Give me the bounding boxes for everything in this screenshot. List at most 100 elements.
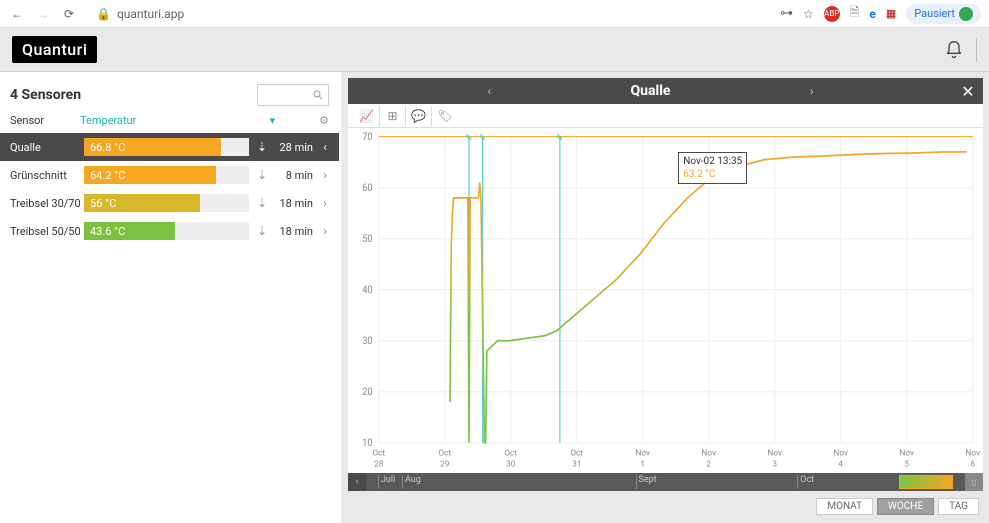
svg-text:Oct: Oct: [504, 449, 517, 459]
svg-text:28: 28: [374, 459, 383, 469]
tb-tag-icon[interactable]: 🏷: [432, 106, 458, 126]
nav-back[interactable]: ←: [8, 5, 26, 23]
chevron-right-icon: ›: [317, 168, 333, 182]
ext-pdf-icon[interactable]: ▦: [886, 7, 896, 20]
wifi-icon: ⇣: [257, 196, 271, 210]
sensor-time: 8 min: [275, 169, 313, 182]
ext-abp-icon[interactable]: ABP: [824, 6, 840, 22]
ext-e-icon[interactable]: e: [869, 7, 875, 21]
svg-text:31: 31: [572, 459, 581, 469]
svg-text:29: 29: [440, 459, 449, 469]
sensor-temp-bar: 43.6 °C: [84, 222, 249, 240]
svg-text:Oct: Oct: [372, 449, 385, 459]
sensor-list-panel: 4 Sensoren Sensor Temperatur ▾ ⚙ Qualle6…: [0, 72, 342, 523]
scrubber-left-icon[interactable]: ‹: [348, 473, 366, 491]
svg-text:Nov: Nov: [702, 449, 716, 459]
svg-text:40: 40: [362, 285, 372, 296]
svg-text:Oct: Oct: [438, 449, 451, 459]
sensor-name: Treibsel 50/50: [10, 225, 80, 238]
svg-text:50: 50: [362, 234, 372, 245]
sensor-temp-bar: 56 °C: [84, 194, 249, 212]
scrubber-right-icon[interactable]: ▯: [965, 473, 983, 491]
chart-tooltip: Nov-02 13:35 63.2 °C: [678, 152, 747, 184]
chart-title: Qualle: [631, 83, 671, 99]
svg-text:✎: ✎: [556, 133, 564, 144]
chart-next[interactable]: ›: [670, 84, 953, 98]
svg-text:5: 5: [904, 459, 909, 469]
sensor-search[interactable]: [257, 84, 329, 106]
header-separator: [976, 38, 977, 62]
sensor-row[interactable]: Grünschnitt 64.2 °C ⇣ 8 min ›: [0, 161, 339, 189]
sensor-temp-value: 66.8 °C: [84, 138, 221, 156]
wifi-icon: ⇣: [257, 168, 271, 182]
sensor-temp-value: 43.6 °C: [84, 222, 175, 240]
chart-panel: ‹ Qualle › ✕ 📈 ⊞ 💬 🏷 10203040506070Oct28…: [342, 72, 989, 523]
gear-icon[interactable]: ⚙: [319, 114, 329, 127]
svg-text:✎: ✎: [465, 133, 473, 144]
lock-icon: 🔒: [96, 7, 111, 21]
chart-toolbar: 📈 ⊞ 💬 🏷: [348, 104, 983, 128]
range-button-woche[interactable]: WOCHE: [877, 498, 934, 515]
svg-text:4: 4: [838, 459, 843, 469]
sensor-name: Grünschnitt: [10, 169, 80, 182]
svg-text:Oct: Oct: [570, 449, 583, 459]
range-button-tag[interactable]: TAG: [938, 498, 979, 515]
avatar-icon: [959, 7, 973, 21]
profile-paused[interactable]: Pausiert: [906, 4, 981, 24]
star-icon[interactable]: ☆: [803, 7, 814, 21]
key-icon: ⊶: [780, 6, 793, 21]
sensor-temp-bar: 66.8 °C: [84, 138, 249, 156]
nav-reload[interactable]: ⟳: [60, 5, 78, 23]
svg-text:6: 6: [970, 459, 975, 469]
sensor-row[interactable]: Treibsel 50/5043.6 °C⇣18 min›: [0, 217, 339, 245]
sensor-time: 18 min: [275, 197, 313, 210]
nav-fwd[interactable]: →: [34, 5, 52, 23]
tb-table-icon[interactable]: ⊞: [380, 106, 406, 126]
range-buttons: MONATWOCHETAG: [348, 491, 983, 517]
sensor-name: Treibsel 30/70: [10, 197, 80, 210]
svg-text:30: 30: [506, 459, 515, 469]
scrubber-tick: Oct: [797, 475, 814, 489]
tb-line-icon[interactable]: 📈: [354, 106, 380, 126]
app-logo[interactable]: Quanturi: [12, 36, 97, 63]
scrubber-tick: Juli: [378, 475, 395, 489]
svg-text:Nov: Nov: [900, 449, 914, 459]
chevron-down-icon: ▾: [270, 114, 276, 127]
search-icon: [312, 89, 324, 101]
chart-area[interactable]: 10203040506070Oct28Oct29Oct30Oct31Nov1No…: [348, 128, 983, 473]
svg-text:3: 3: [772, 459, 777, 469]
svg-text:2: 2: [706, 459, 711, 469]
col-header-temperature[interactable]: Temperatur ▾: [80, 114, 315, 127]
tb-comment-icon[interactable]: 💬: [406, 106, 432, 126]
scrubber-tick: Aug: [402, 475, 421, 489]
sensor-row[interactable]: Qualle66.8 °C⇣28 min‹: [0, 133, 339, 161]
svg-text:20: 20: [362, 387, 372, 398]
svg-text:30: 30: [362, 336, 372, 347]
svg-text:Nov: Nov: [834, 449, 848, 459]
svg-text:✎: ✎: [479, 133, 487, 144]
chevron-right-icon: ›: [317, 224, 333, 238]
chart-header: ‹ Qualle › ✕: [348, 78, 983, 104]
svg-text:Nov: Nov: [768, 449, 782, 459]
address-bar[interactable]: 🔒 quanturi.app: [96, 7, 184, 21]
scrubber-selection[interactable]: [899, 475, 953, 489]
sensor-time: 28 min: [275, 141, 313, 154]
browser-chrome: ← → ⟳ 🔒 quanturi.app ⊶ ☆ ABP 🗎 e ▦ Pausi…: [0, 0, 989, 28]
sensor-row[interactable]: Treibsel 30/7056 °C⇣18 min›: [0, 189, 339, 217]
sensor-name: Qualle: [10, 141, 80, 154]
chart-close[interactable]: ✕: [953, 82, 983, 101]
time-scrubber[interactable]: ‹ JuliAugSeptOct ▯: [348, 473, 983, 491]
bell-icon[interactable]: [944, 40, 964, 60]
chart-prev[interactable]: ‹: [348, 84, 631, 98]
sensor-temp-bar: 64.2 °C: [84, 166, 249, 184]
svg-text:1: 1: [640, 459, 645, 469]
wifi-icon: ⇣: [257, 140, 271, 154]
sensor-temp-value: 56 °C: [84, 194, 200, 212]
svg-text:10: 10: [362, 438, 372, 449]
range-button-monat[interactable]: MONAT: [816, 498, 873, 515]
svg-text:Nov: Nov: [636, 449, 650, 459]
url-text: quanturi.app: [117, 7, 184, 21]
sensor-temp-value: 64.2 °C: [84, 166, 216, 184]
ext-doc-icon[interactable]: 🗎: [850, 3, 860, 24]
app-header: Quanturi: [0, 28, 989, 72]
